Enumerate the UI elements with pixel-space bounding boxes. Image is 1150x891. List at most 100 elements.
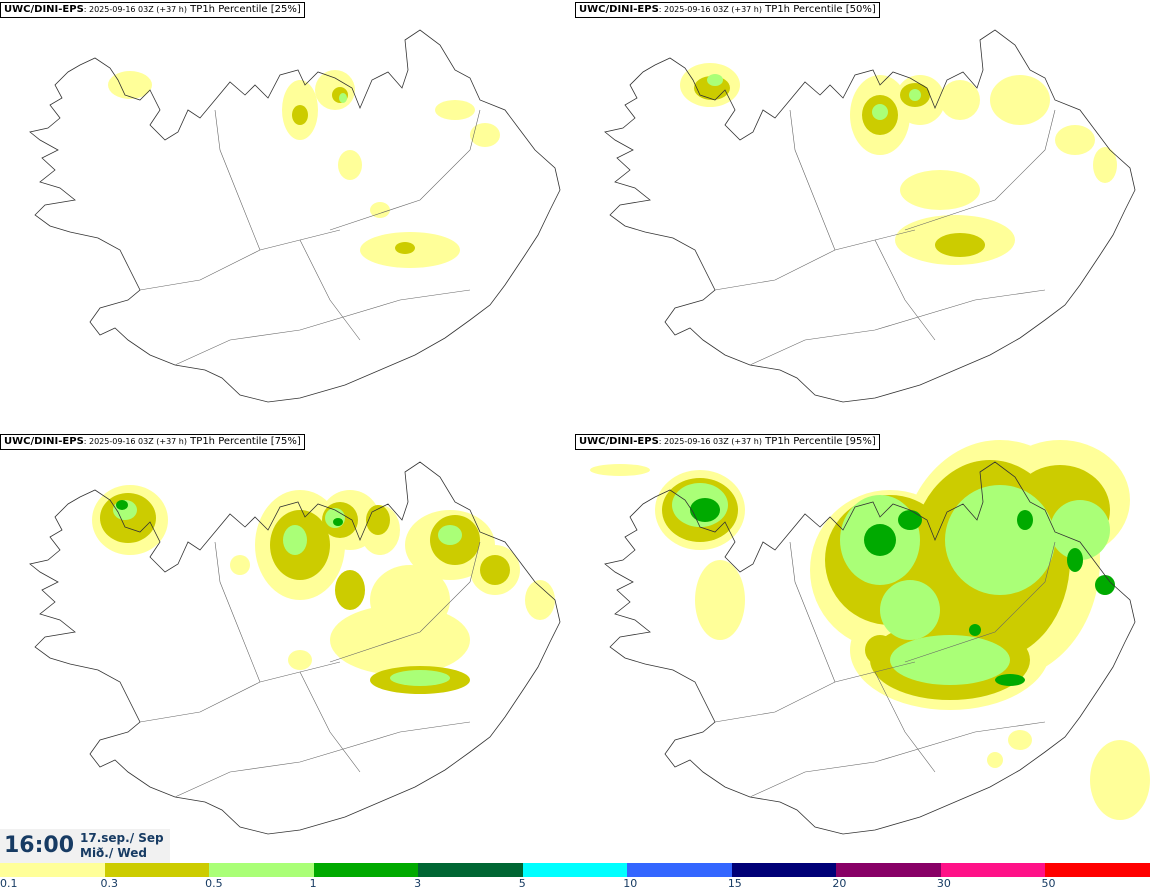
- valid-date: 17.sep./ Sep Mið./ Wed: [80, 831, 164, 861]
- legend-label: 30: [936, 877, 951, 890]
- precip-area: [935, 233, 985, 257]
- precip-area: [909, 89, 921, 101]
- precip-area: [864, 524, 896, 556]
- precip-area: [900, 170, 980, 210]
- precip-area: [108, 71, 152, 99]
- precip-area: [690, 498, 720, 522]
- precip-area: [435, 100, 475, 120]
- precip-area: [1095, 575, 1115, 595]
- precip-area: [283, 525, 307, 555]
- precip-area: [288, 650, 312, 670]
- precip-area: [292, 105, 308, 125]
- iceland-map: [590, 440, 1150, 835]
- model-name: UWC/DINI-EPS: [579, 4, 659, 15]
- legend-label: 15: [727, 877, 742, 890]
- legend-swatch: [0, 863, 105, 877]
- map-panel-4: UWC/DINI-EPS: 2025-09-16 03Z (+37 h) TP1…: [575, 432, 1150, 862]
- road-line: [904, 541, 1056, 663]
- panel-title: UWC/DINI-EPS: 2025-09-16 03Z (+37 h) TP1…: [575, 434, 880, 450]
- iceland-map: [29, 461, 561, 835]
- precip-area: [395, 242, 415, 254]
- map-panel-2: UWC/DINI-EPS: 2025-09-16 03Z (+37 h) TP1…: [575, 0, 1150, 430]
- road-line: [174, 721, 471, 798]
- legend-swatch: [940, 863, 1046, 877]
- precip-area: [390, 670, 450, 686]
- precip-area: [898, 510, 922, 530]
- precip-area: [335, 570, 365, 610]
- legend-label: 1: [309, 877, 317, 890]
- lead-time: (+37 h): [156, 5, 187, 14]
- road-line: [789, 109, 836, 251]
- legend-swatch: [836, 863, 941, 877]
- road-line: [214, 541, 261, 683]
- legend-label: 0.1: [0, 877, 18, 890]
- map-panel-1: UWC/DINI-EPS: 2025-09-16 03Z (+37 h) TP1…: [0, 0, 575, 430]
- field-name: TP1h Percentile [95%]: [762, 436, 876, 447]
- run-time: : 2025-09-16 03Z: [658, 437, 732, 446]
- road-line: [214, 109, 261, 251]
- precip-area: [880, 580, 940, 640]
- field-name: TP1h Percentile [25%]: [187, 4, 301, 15]
- legend-swatch: [104, 863, 210, 877]
- field-name: TP1h Percentile [75%]: [187, 436, 301, 447]
- model-name: UWC/DINI-EPS: [4, 436, 84, 447]
- model-name: UWC/DINI-EPS: [579, 436, 659, 447]
- valid-date-line1: 17.sep./ Sep: [80, 831, 164, 845]
- legend-swatch: [313, 863, 419, 877]
- field-name: TP1h Percentile [50%]: [762, 4, 876, 15]
- precip-area: [890, 635, 1010, 685]
- precip-area: [1017, 510, 1033, 530]
- iceland-map: [29, 29, 561, 403]
- precip-area: [525, 580, 555, 620]
- precip-area: [590, 464, 650, 476]
- road-line: [174, 289, 471, 366]
- precip-area: [333, 518, 343, 526]
- legend-swatch: [418, 863, 523, 877]
- precip-area: [1093, 147, 1117, 183]
- legend-label: 10: [623, 877, 638, 890]
- legend-colorbar: [0, 863, 1150, 877]
- precip-area: [987, 752, 1003, 768]
- precip-area: [480, 555, 510, 585]
- iceland-map: [604, 29, 1136, 403]
- legend-label: 50: [1041, 877, 1056, 890]
- precip-area: [230, 555, 250, 575]
- precip-legend: 0.1 0.3 0.5 1 3 5 10 15 20 30 50: [0, 863, 1150, 891]
- precip-area: [940, 80, 980, 120]
- precip-area: [339, 93, 347, 103]
- road-line: [749, 289, 1046, 366]
- precip-area: [1067, 548, 1083, 572]
- precip-area: [707, 74, 723, 86]
- legend-label: 20: [832, 877, 847, 890]
- legend-label: 3: [414, 877, 422, 890]
- panel-title: UWC/DINI-EPS: 2025-09-16 03Z (+37 h) TP1…: [0, 434, 305, 450]
- legend-swatch: [209, 863, 314, 877]
- road-line: [749, 721, 1046, 798]
- precip-area: [990, 75, 1050, 125]
- run-time: : 2025-09-16 03Z: [83, 5, 157, 14]
- precip-area: [995, 674, 1025, 686]
- precip-area: [872, 104, 888, 120]
- road-line: [874, 671, 936, 773]
- road-line: [299, 239, 361, 341]
- legend-labels: 0.1 0.3 0.5 1 3 5 10 15 20 30 50: [0, 877, 1150, 891]
- legend-swatch: [627, 863, 732, 877]
- valid-time-box: 16:00 17.sep./ Sep Mið./ Wed: [0, 829, 170, 863]
- legend-swatch: [522, 863, 628, 877]
- legend-label: 5: [518, 877, 526, 890]
- run-time: : 2025-09-16 03Z: [658, 5, 732, 14]
- run-time: : 2025-09-16 03Z: [83, 437, 157, 446]
- precip-area: [969, 624, 981, 636]
- road-line: [874, 239, 936, 341]
- valid-time: 16:00: [4, 833, 75, 858]
- legend-label: 0.3: [100, 877, 119, 890]
- precip-area: [438, 525, 462, 545]
- precip-area: [865, 635, 895, 665]
- road-line: [299, 671, 361, 773]
- road-line: [904, 109, 1056, 231]
- panel-title: UWC/DINI-EPS: 2025-09-16 03Z (+37 h) TP1…: [0, 2, 305, 18]
- legend-swatch: [1045, 863, 1150, 877]
- precip-area: [1090, 740, 1150, 820]
- precip-area: [470, 123, 500, 147]
- road-line: [789, 541, 836, 683]
